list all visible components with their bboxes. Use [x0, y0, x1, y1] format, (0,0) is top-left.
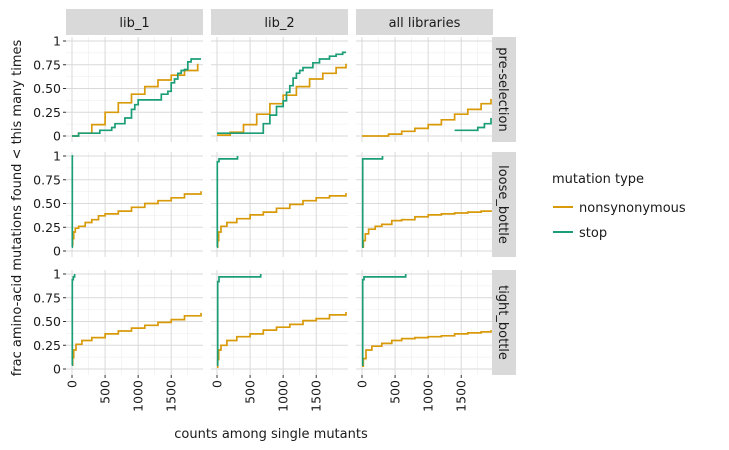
- series-line-nonsynonymous: [362, 330, 492, 367]
- series-line-stop: [216, 156, 239, 249]
- x-tick-label: 1500: [309, 380, 324, 412]
- strip-col-all-libraries: all libraries: [356, 9, 493, 35]
- legend-entry-stop: stop: [553, 226, 607, 241]
- x-tick-label: 500: [243, 380, 258, 404]
- series-line-nonsynonymous: [71, 312, 202, 367]
- x-tick-label: 0: [210, 380, 225, 388]
- y-tick-label: 1: [53, 149, 61, 164]
- strip-col-label: lib_1: [119, 16, 149, 31]
- panel-lib-2-pre-selection: [211, 37, 348, 142]
- y-tick-label: 0.50: [33, 81, 61, 96]
- series-line-nonsynonymous: [217, 63, 347, 136]
- x-tick-label: 1000: [421, 380, 436, 412]
- y-axis-pre-selection: 0 0.25 0.50 0.75 1: [33, 34, 66, 144]
- y-tick-label: 0: [53, 362, 61, 377]
- strip-row-bg: [492, 270, 516, 375]
- strip-row-bg: [492, 37, 516, 142]
- x-tick-label: 1000: [276, 380, 291, 412]
- series-line-stop: [216, 274, 262, 367]
- strip-row-label: loose_bottle: [495, 165, 510, 244]
- legend: mutation type nonsynonymous stop: [552, 172, 686, 241]
- panel-all-libraries-pre-selection: [356, 37, 493, 142]
- series-line-stop: [217, 51, 346, 135]
- y-tick-label: 0.75: [33, 290, 61, 305]
- y-tick-label: 0.25: [33, 220, 61, 235]
- series-line-nonsynonymous: [362, 98, 492, 137]
- y-tick-label: 0.75: [33, 172, 61, 187]
- x-tick-label: 1500: [454, 380, 469, 412]
- y-tick-label: 0: [53, 244, 61, 259]
- strip-col-bg: [211, 9, 348, 35]
- axes: 0 0.25 0.50 0.75 1 0 0.25 0.50 0.75 1 0 0.25 0.50 0.7…: [33, 34, 469, 412]
- strip-row-pre-selection: pre-selection: [492, 37, 516, 142]
- strip-col-lib-2: lib_2: [211, 9, 348, 35]
- series-line-stop: [71, 274, 76, 367]
- x-axis-all-libraries: 0 500 1000 1500: [355, 375, 469, 412]
- series-line-nonsynonymous: [362, 210, 492, 249]
- strip-col-lib-1: lib_1: [66, 9, 203, 35]
- y-tick-label: 0.25: [33, 105, 61, 120]
- series-line-stop: [71, 155, 74, 249]
- strip-row-label: tight_bottle: [495, 285, 510, 360]
- x-tick-label: 1000: [131, 380, 146, 412]
- series-line-nonsynonymous: [72, 63, 199, 137]
- y-axis-loose-bottle: 0 0.25 0.50 0.75 1: [33, 149, 66, 259]
- panel-grid: [211, 37, 348, 142]
- y-axis-title: frac amino-acid mutations found < this m…: [10, 40, 25, 377]
- x-axis-lib-1: 0 500 1000 1500: [65, 375, 179, 412]
- x-tick-label: 500: [98, 380, 113, 404]
- strip-row-bg: [492, 152, 516, 257]
- panel-lib-1-loose-bottle: [66, 152, 203, 257]
- series-line-nonsynonymous: [71, 191, 202, 247]
- strip-col-label: lib_2: [264, 16, 294, 31]
- panel-lib-1-tight-bottle: [66, 270, 203, 375]
- strip-row-loose-bottle: loose_bottle: [492, 152, 516, 257]
- panel-grid: [356, 152, 493, 257]
- legend-label-nonsynonymous: nonsynonymous: [579, 201, 686, 216]
- panel-all-libraries-tight-bottle: [356, 270, 493, 375]
- strip-row-label: pre-selection: [495, 47, 510, 131]
- panel-grid: [356, 37, 493, 142]
- x-axis-title: counts among single mutants: [174, 427, 368, 442]
- panel-grid: [66, 152, 203, 257]
- legend-entry-nonsynonymous: nonsynonymous: [553, 201, 686, 216]
- panel-lib-1-pre-selection: [66, 37, 203, 142]
- y-tick-label: 0.50: [33, 196, 61, 211]
- facet-panels: [66, 37, 493, 375]
- strip-row-tight-bottle: tight_bottle: [492, 270, 516, 375]
- panel-lib-2-loose-bottle: [211, 152, 348, 257]
- x-axis-lib-2: 0 500 1000 1500: [210, 375, 324, 412]
- panel-lib-2-tight-bottle: [211, 270, 348, 375]
- x-tick-label: 500: [388, 380, 403, 404]
- legend-title: mutation type: [552, 172, 644, 187]
- y-tick-label: 0.25: [33, 338, 61, 353]
- facet-strips: lib_1 lib_2 all libraries pre-selection loos…: [66, 9, 516, 375]
- x-tick-label: 1500: [164, 380, 179, 412]
- x-tick-label: 0: [355, 380, 370, 388]
- series-line-stop: [361, 156, 384, 249]
- y-axis-tight-bottle: 0 0.25 0.50 0.75 1: [33, 267, 66, 377]
- y-tick-label: 1: [53, 34, 61, 49]
- series-line-stop: [454, 118, 492, 132]
- series-line-nonsynonymous: [216, 193, 347, 249]
- series-line-stop: [72, 58, 201, 137]
- strip-col-bg: [356, 9, 493, 35]
- strip-col-bg: [66, 9, 203, 35]
- y-tick-label: 1: [53, 267, 61, 282]
- legend-label-stop: stop: [579, 226, 607, 241]
- y-tick-label: 0.75: [33, 57, 61, 72]
- series-line-stop: [361, 274, 407, 367]
- panel-all-libraries-loose-bottle: [356, 152, 493, 257]
- y-tick-label: 0.50: [33, 314, 61, 329]
- series-line-nonsynonymous: [216, 312, 347, 368]
- x-tick-label: 0: [65, 380, 80, 388]
- y-tick-label: 0: [53, 129, 61, 144]
- strip-col-label: all libraries: [389, 16, 461, 31]
